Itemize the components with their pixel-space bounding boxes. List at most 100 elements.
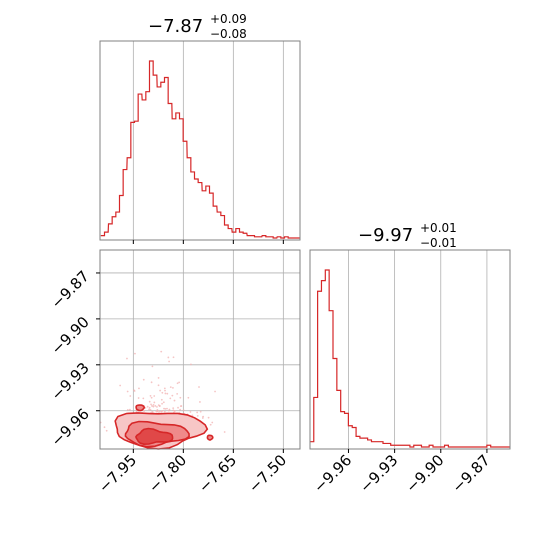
joint-scatter-point [146, 405, 149, 408]
joint-scatter-point [126, 357, 128, 360]
marginal-x-ticks [132, 240, 284, 244]
joint-scatter-point [148, 400, 151, 403]
joint-scatter-point [137, 397, 140, 399]
marginal-x-panel: −7.87 +0.09 −0.08 [99, 12, 301, 244]
joint-scatter-point [126, 408, 129, 411]
marginal-y-frame [309, 249, 511, 450]
joint-x-tick-label: −7.50 [245, 451, 290, 496]
joint-scatter-point [126, 390, 129, 393]
joint-scatter-point [172, 409, 175, 412]
joint-scatter-point [201, 417, 204, 419]
joint-scatter-point [150, 381, 153, 384]
marginal-y-histogram [309, 269, 510, 448]
joint-scatter-point [155, 410, 158, 413]
joint-scatter-point [176, 382, 179, 385]
joint-scatter-point [128, 408, 131, 411]
joint-y-tick-label: −9.90 [48, 313, 93, 358]
joint-scatter-point [214, 390, 216, 393]
marginal-x-title: −7.87 [148, 16, 203, 37]
joint-x-tick-label: −7.65 [195, 451, 240, 496]
joint-scatter-point [166, 392, 169, 395]
joint-scatter-point [151, 405, 153, 407]
joint-scatter-point [142, 378, 145, 381]
joint-x-tick-label: −7.80 [145, 451, 190, 496]
joint-scatter-point [105, 429, 108, 432]
joint-contour-island [206, 434, 214, 441]
joint-scatter-point [202, 415, 205, 418]
joint-scatter-point [149, 408, 152, 411]
joint-scatter-point [211, 421, 214, 424]
marginal-y-title-lower: −0.01 [420, 236, 457, 250]
joint-scatter-point [159, 389, 162, 392]
joint-scatter-point [199, 401, 201, 403]
joint-scatter-point [172, 407, 175, 410]
joint-scatter-point [164, 392, 167, 395]
joint-scatter-point [198, 386, 200, 388]
marginal-y-grid [348, 250, 488, 449]
joint-scatter-point [166, 407, 168, 410]
joint-scatter-point [134, 352, 136, 355]
joint-scatter-point [153, 395, 156, 397]
joint-scatter-point [179, 396, 182, 399]
joint-panel: −7.95 −7.80 −7.65 −7.50 −9.87−9.90−9.93−9.96 [48, 249, 301, 496]
joint-scatter-point [133, 389, 135, 392]
marginal-y-title-upper: +0.01 [420, 221, 457, 235]
joint-scatter-point [196, 411, 199, 414]
joint-scatter-point [152, 405, 155, 408]
joint-y-tick-label: −9.96 [48, 405, 93, 450]
joint-scatter-point [161, 409, 164, 412]
joint-scatter-point [156, 409, 159, 411]
joint-scatter-point [153, 401, 156, 404]
joint-scatter-point [164, 408, 167, 410]
joint-scatter-point [129, 395, 132, 397]
joint-scatter-point [164, 389, 166, 392]
joint-scatter-point [138, 387, 140, 390]
joint-scatter-point [163, 407, 165, 410]
joint-scatter-point [179, 408, 182, 411]
joint-scatter-point [163, 410, 166, 413]
joint-scatter-point [150, 396, 153, 399]
joint-scatter-point [182, 409, 185, 412]
joint-scatter-point [174, 410, 176, 412]
joint-y-tick-label: −9.93 [48, 359, 93, 404]
joint-scatter-point [187, 396, 190, 399]
joint-scatter-point [177, 406, 179, 409]
joint-x-tick-label: −7.95 [95, 451, 140, 496]
joint-scatter-point [163, 387, 166, 390]
joint-scatter-point [142, 409, 145, 412]
marginal-x-title-upper: +0.09 [210, 12, 247, 26]
joint-scatter-point [173, 399, 176, 402]
joint-scatter-point [172, 386, 174, 389]
joint-scatter-point [152, 403, 155, 406]
marginal-x-grid [132, 41, 284, 240]
joint-scatter-point [190, 363, 192, 366]
joint-scatter-point [207, 416, 210, 419]
joint-scatter-point [223, 431, 226, 433]
joint-scatter-point [156, 405, 158, 408]
joint-scatter-point [171, 394, 174, 397]
joint-scatter-point [167, 409, 170, 412]
joint-scatter-point [149, 394, 152, 397]
joint-scatter-point [157, 384, 160, 387]
joint-scatter-point [157, 377, 160, 379]
joint-scatter-point [158, 410, 161, 413]
joint-contour-inner [135, 427, 174, 446]
joint-scatter-point [169, 397, 172, 400]
joint-scatter-point [179, 405, 182, 408]
joint-scatter-point [209, 423, 212, 426]
joint-scatter-point [162, 401, 165, 404]
joint-scatter-point [142, 397, 145, 400]
joint-scatter-point [160, 350, 163, 353]
joint-scatter-point [157, 404, 160, 407]
marginal-x-histogram [100, 60, 300, 239]
joint-scatter-point [161, 391, 164, 394]
joint-scatter-point [168, 360, 171, 363]
joint-scatter-point [176, 392, 179, 395]
marginal-y-tick-label: −9.87 [449, 451, 494, 496]
joint-y-tick-label: −9.87 [48, 267, 93, 312]
joint-scatter-point [154, 405, 157, 407]
joint-scatter-point [148, 408, 150, 411]
joint-frame [99, 249, 301, 450]
joint-scatter-point [119, 384, 122, 387]
